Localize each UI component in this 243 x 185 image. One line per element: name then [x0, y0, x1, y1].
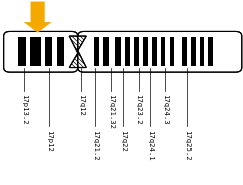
Bar — [18, 37, 26, 66]
Bar — [57, 37, 64, 66]
Text: 17q24.3: 17q24.3 — [162, 94, 168, 125]
Bar — [30, 37, 41, 66]
Text: 17q23.2: 17q23.2 — [136, 94, 141, 125]
Bar — [125, 37, 130, 66]
Bar — [182, 37, 187, 66]
Bar — [191, 37, 196, 66]
Bar — [143, 37, 148, 66]
FancyBboxPatch shape — [4, 31, 78, 72]
Bar — [45, 37, 52, 66]
Text: 17q24.1: 17q24.1 — [147, 130, 153, 160]
Text: 17p12: 17p12 — [46, 130, 52, 151]
Bar — [152, 37, 157, 66]
Bar — [200, 37, 204, 66]
Text: 17q12: 17q12 — [78, 94, 84, 116]
Text: 17q22: 17q22 — [120, 130, 126, 151]
Bar — [161, 37, 165, 66]
Bar — [115, 37, 121, 66]
Bar — [134, 37, 139, 66]
Text: 17q25.2: 17q25.2 — [184, 130, 190, 160]
Bar — [103, 37, 109, 66]
Bar — [94, 37, 99, 66]
Text: 17q21.32: 17q21.32 — [108, 94, 114, 129]
Bar — [208, 37, 213, 66]
Polygon shape — [69, 36, 86, 68]
Text: 17q21.2: 17q21.2 — [92, 130, 98, 160]
Bar — [170, 37, 174, 66]
FancyBboxPatch shape — [78, 31, 242, 72]
Polygon shape — [24, 2, 51, 32]
Text: 17p13.2: 17p13.2 — [21, 94, 27, 125]
